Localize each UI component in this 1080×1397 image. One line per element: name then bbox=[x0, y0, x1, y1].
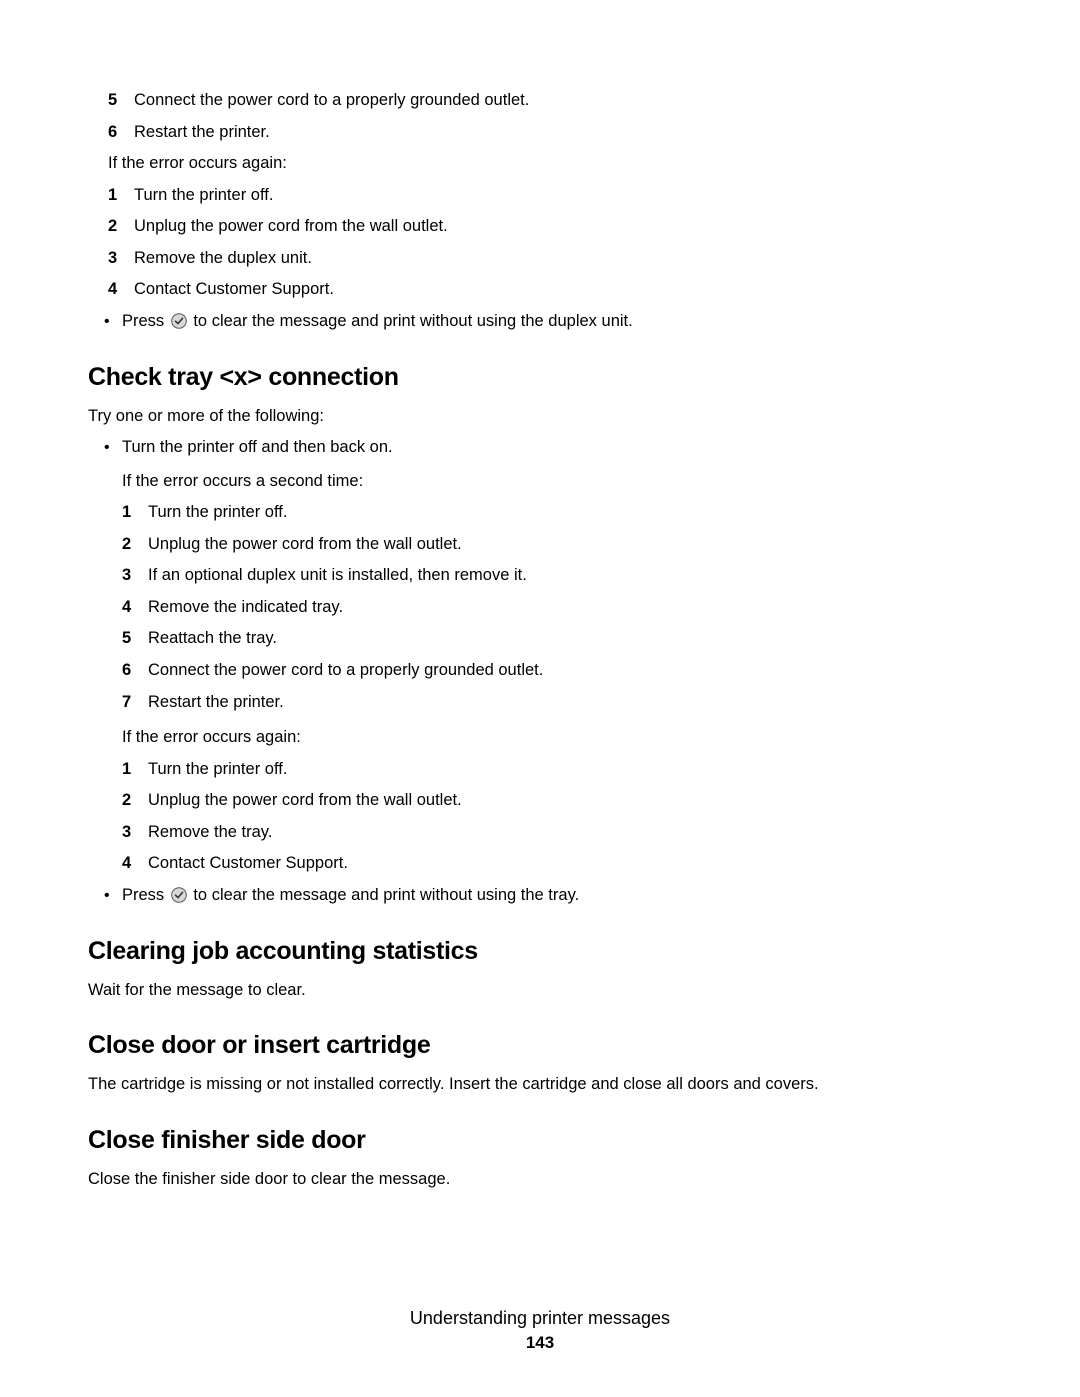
list-number: 1 bbox=[122, 757, 131, 783]
list-number: 3 bbox=[122, 563, 131, 589]
list-text: Unplug the power cord from the wall outl… bbox=[148, 535, 462, 553]
list-text: Turn the printer off. bbox=[148, 503, 287, 521]
press-pre: Press bbox=[122, 312, 169, 330]
list-item: 6Restart the printer. bbox=[134, 120, 992, 146]
bullet-item: • Press to clear the message and print w… bbox=[122, 309, 992, 335]
list-text: Remove the duplex unit. bbox=[134, 249, 312, 267]
heading-close-door: Close door or insert cartridge bbox=[88, 1031, 992, 1060]
list-item: 2Unplug the power cord from the wall out… bbox=[134, 214, 992, 240]
press-post: to clear the message and print without u… bbox=[189, 886, 579, 904]
list-item: 1Turn the printer off. bbox=[148, 757, 992, 783]
list-number: 4 bbox=[108, 277, 117, 303]
check-button-icon bbox=[171, 313, 187, 329]
sec1-bullets: • Turn the printer off and then back on.… bbox=[88, 435, 992, 908]
second-time-label: If the error occurs a second time: bbox=[122, 469, 992, 495]
sec2-body: Wait for the message to clear. bbox=[88, 978, 992, 1004]
list-text: Turn the printer off. bbox=[134, 186, 273, 204]
list-number: 5 bbox=[122, 626, 131, 652]
bullet-text: Turn the printer off and then back on. bbox=[122, 438, 393, 456]
list-number: 5 bbox=[108, 88, 117, 114]
sec4-body: Close the finisher side door to clear th… bbox=[88, 1167, 992, 1193]
list-item: 2Unplug the power cord from the wall out… bbox=[148, 532, 992, 558]
sec1-list-a: 1Turn the printer off. 2Unplug the power… bbox=[122, 500, 992, 715]
list-number: 2 bbox=[122, 788, 131, 814]
list-item: 3Remove the tray. bbox=[148, 820, 992, 846]
list-item: 5Connect the power cord to a properly gr… bbox=[134, 88, 992, 114]
bullet-icon: • bbox=[104, 436, 110, 461]
bullet-icon: • bbox=[104, 310, 110, 335]
list-text: Turn the printer off. bbox=[148, 760, 287, 778]
list-item: 3If an optional duplex unit is installed… bbox=[148, 563, 992, 589]
list-text: Reattach the tray. bbox=[148, 629, 277, 647]
page-footer: Understanding printer messages 143 bbox=[0, 1308, 1080, 1353]
list-text: Contact Customer Support. bbox=[134, 280, 334, 298]
list-number: 1 bbox=[108, 183, 117, 209]
list-text: Unplug the power cord from the wall outl… bbox=[148, 791, 462, 809]
footer-title: Understanding printer messages bbox=[0, 1308, 1080, 1329]
list-number: 7 bbox=[122, 690, 131, 716]
sec3-body: The cartridge is missing or not installe… bbox=[88, 1072, 992, 1098]
page-content: 5 Connect the power cord to a properly gr… bbox=[88, 88, 992, 1192]
press-pre: Press bbox=[122, 886, 169, 904]
list-text: Remove the indicated tray. bbox=[148, 598, 343, 616]
list-text: Remove the tray. bbox=[148, 823, 272, 841]
intro-bullet-list: • Press to clear the message and print w… bbox=[88, 309, 992, 335]
list-item: 4Contact Customer Support. bbox=[134, 277, 992, 303]
list-number: 2 bbox=[108, 214, 117, 240]
heading-close-finisher: Close finisher side door bbox=[88, 1126, 992, 1155]
list-item: 3Remove the duplex unit. bbox=[134, 246, 992, 272]
list-text: Connect the power cord to a properly gro… bbox=[134, 91, 529, 109]
list-item: 5Reattach the tray. bbox=[148, 626, 992, 652]
list-item: 4Contact Customer Support. bbox=[148, 851, 992, 877]
heading-check-tray: Check tray <x> connection bbox=[88, 363, 992, 392]
list-item: 6Connect the power cord to a properly gr… bbox=[148, 658, 992, 684]
intro-again-block: If the error occurs again: 1Turn the pri… bbox=[88, 151, 992, 303]
list-item: 1Turn the printer off. bbox=[148, 500, 992, 526]
bullet-icon: • bbox=[104, 884, 110, 909]
press-post: to clear the message and print without u… bbox=[189, 312, 633, 330]
sec1-list-b: 1Turn the printer off. 2Unplug the power… bbox=[122, 757, 992, 877]
list-text: Contact Customer Support. bbox=[148, 854, 348, 872]
list-number: 6 bbox=[108, 120, 117, 146]
intro-ordered-list: 5 Connect the power cord to a properly gr… bbox=[88, 88, 992, 145]
bullet-item: • Press to clear the message and print w… bbox=[122, 883, 992, 909]
heading-clearing-stats: Clearing job accounting statistics bbox=[88, 937, 992, 966]
list-number: 4 bbox=[122, 851, 131, 877]
list-number: 2 bbox=[122, 532, 131, 558]
list-text: Restart the printer. bbox=[148, 693, 284, 711]
bullet-item: • Turn the printer off and then back on.… bbox=[122, 435, 992, 877]
list-number: 3 bbox=[122, 820, 131, 846]
list-item: 1Turn the printer off. bbox=[134, 183, 992, 209]
again-label: If the error occurs again: bbox=[122, 725, 992, 751]
list-text: Restart the printer. bbox=[134, 123, 270, 141]
list-number: 6 bbox=[122, 658, 131, 684]
list-item: 7Restart the printer. bbox=[148, 690, 992, 716]
list-item: 2Unplug the power cord from the wall out… bbox=[148, 788, 992, 814]
list-number: 4 bbox=[122, 595, 131, 621]
list-number: 1 bbox=[122, 500, 131, 526]
list-text: Unplug the power cord from the wall outl… bbox=[134, 217, 448, 235]
sec1-intro: Try one or more of the following: bbox=[88, 404, 992, 430]
again-label: If the error occurs again: bbox=[108, 151, 992, 177]
check-button-icon bbox=[171, 887, 187, 903]
list-item: 4Remove the indicated tray. bbox=[148, 595, 992, 621]
list-text: If an optional duplex unit is installed,… bbox=[148, 566, 527, 584]
intro-again-list: 1Turn the printer off. 2Unplug the power… bbox=[108, 183, 992, 303]
footer-page-number: 143 bbox=[0, 1333, 1080, 1353]
list-number: 3 bbox=[108, 246, 117, 272]
list-text: Connect the power cord to a properly gro… bbox=[148, 661, 543, 679]
